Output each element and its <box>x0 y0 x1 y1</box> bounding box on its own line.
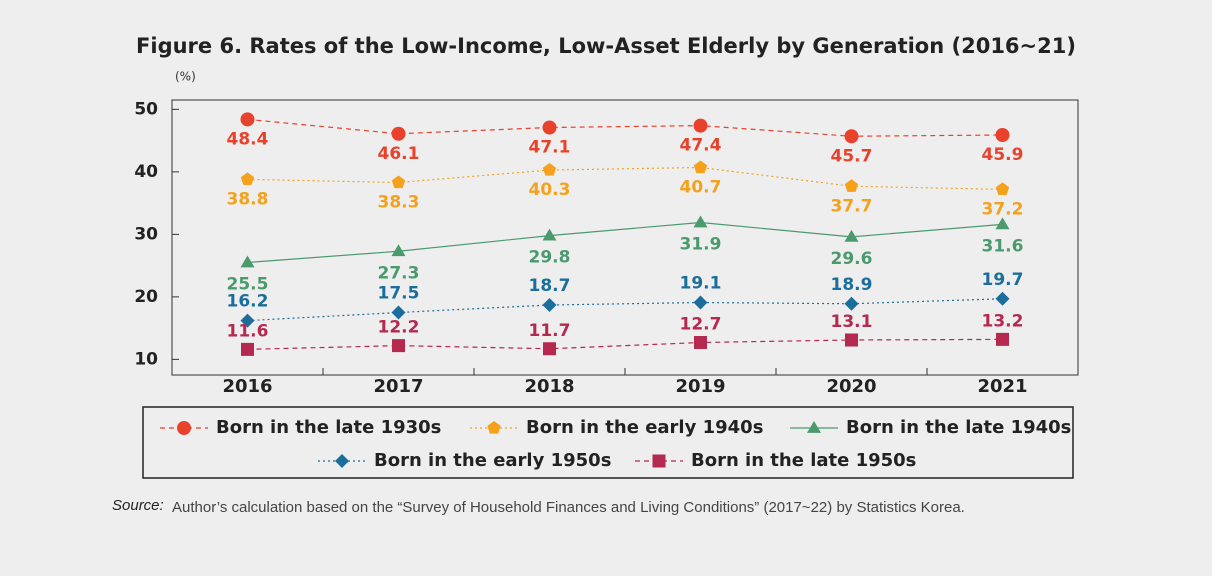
data-label: 48.4 <box>227 129 269 149</box>
series-line <box>247 118 1003 137</box>
legend-label: Born in the late 1940s <box>846 417 1071 438</box>
data-label: 31.6 <box>982 236 1024 256</box>
series-line <box>247 221 1003 264</box>
data-label: 40.3 <box>529 180 571 200</box>
data-point <box>995 182 1010 196</box>
data-point <box>240 313 255 328</box>
data-point <box>391 305 406 320</box>
data-label: 13.1 <box>831 312 873 332</box>
data-label: 18.9 <box>831 275 873 295</box>
data-label: 29.8 <box>529 248 571 268</box>
data-label: 19.7 <box>982 270 1024 290</box>
data-point <box>542 228 557 241</box>
data-label: 38.3 <box>378 193 420 213</box>
data-label: 11.7 <box>529 321 571 341</box>
data-label: 37.7 <box>831 196 873 216</box>
chart: Figure 6. Rates of the Low-Income, Low-A… <box>134 34 1079 479</box>
legend-label: Born in the early 1950s <box>374 450 611 471</box>
data-point <box>996 332 1009 346</box>
data-point <box>693 160 708 174</box>
data-point <box>391 126 406 141</box>
data-point <box>542 298 557 312</box>
data-label: 12.7 <box>680 315 722 335</box>
data-point <box>240 172 255 186</box>
data-point <box>391 244 406 257</box>
data-label: 13.2 <box>982 311 1024 331</box>
data-point <box>995 217 1010 230</box>
unit-label: (%) <box>175 70 196 84</box>
data-point <box>694 336 707 349</box>
data-point <box>542 120 557 135</box>
data-label: 19.1 <box>680 274 722 294</box>
data-point <box>240 255 255 268</box>
plot-frame <box>171 99 1079 376</box>
data-label: 18.7 <box>529 276 571 296</box>
data-point <box>844 179 859 192</box>
data-point <box>693 295 708 310</box>
data-label: 27.3 <box>378 263 420 283</box>
data-label: 45.7 <box>831 146 873 166</box>
series-line <box>247 166 1003 190</box>
data-point <box>392 339 405 353</box>
data-label: 16.2 <box>227 292 269 312</box>
legend-label: Born in the late 1950s <box>691 450 916 471</box>
data-point <box>995 291 1010 306</box>
legend-label: Born in the late 1930s <box>216 417 441 438</box>
data-point <box>543 342 556 356</box>
data-point <box>845 333 858 347</box>
data-point <box>241 342 254 356</box>
legend-frame <box>142 406 1074 479</box>
x-tick-label: 2018 <box>524 376 574 397</box>
data-label: 47.4 <box>680 136 722 156</box>
legend-swatch-marker <box>177 421 191 435</box>
legend-swatch-marker <box>335 454 349 468</box>
data-point <box>844 296 859 311</box>
data-label: 45.9 <box>982 145 1024 165</box>
data-label: 12.2 <box>378 318 420 338</box>
data-label: 29.6 <box>831 249 873 269</box>
data-point <box>693 215 708 228</box>
data-label: 38.8 <box>227 189 269 209</box>
data-point <box>391 175 406 189</box>
data-label: 46.1 <box>378 144 420 164</box>
y-tick-label: 30 <box>134 224 158 244</box>
legend-swatch-marker <box>487 421 501 434</box>
data-label: 17.5 <box>378 284 420 304</box>
data-point <box>995 128 1010 142</box>
x-tick-label: 2016 <box>222 376 272 397</box>
data-label: 31.9 <box>680 235 722 255</box>
data-point <box>240 112 255 127</box>
data-point <box>844 229 859 242</box>
legend-label: Born in the early 1940s <box>526 417 763 438</box>
data-label: 25.5 <box>227 275 269 295</box>
data-point <box>844 129 859 144</box>
data-label: 11.6 <box>227 321 269 341</box>
chart-title: Figure 6. Rates of the Low-Income, Low-A… <box>136 34 1076 58</box>
x-tick-label: 2019 <box>675 376 725 397</box>
data-label: 37.2 <box>982 199 1024 219</box>
x-tick-label: 2020 <box>826 376 876 397</box>
data-point <box>693 118 708 133</box>
y-tick-label: 10 <box>134 349 158 369</box>
legend-swatch-marker <box>807 421 821 433</box>
x-tick-label: 2017 <box>373 376 423 397</box>
x-tick-label: 2021 <box>977 376 1027 397</box>
series-line <box>247 298 1003 322</box>
y-tick-label: 50 <box>134 99 158 119</box>
source-text: Author’s calculation based on the “Surve… <box>172 499 965 516</box>
data-label: 40.7 <box>680 178 722 198</box>
y-tick-label: 40 <box>134 162 158 182</box>
data-point <box>542 163 557 176</box>
legend-swatch-marker <box>652 454 666 468</box>
y-tick-label: 20 <box>134 287 158 307</box>
series-line <box>247 338 1003 350</box>
source-label: Source: <box>112 497 164 514</box>
data-label: 47.1 <box>529 138 571 158</box>
